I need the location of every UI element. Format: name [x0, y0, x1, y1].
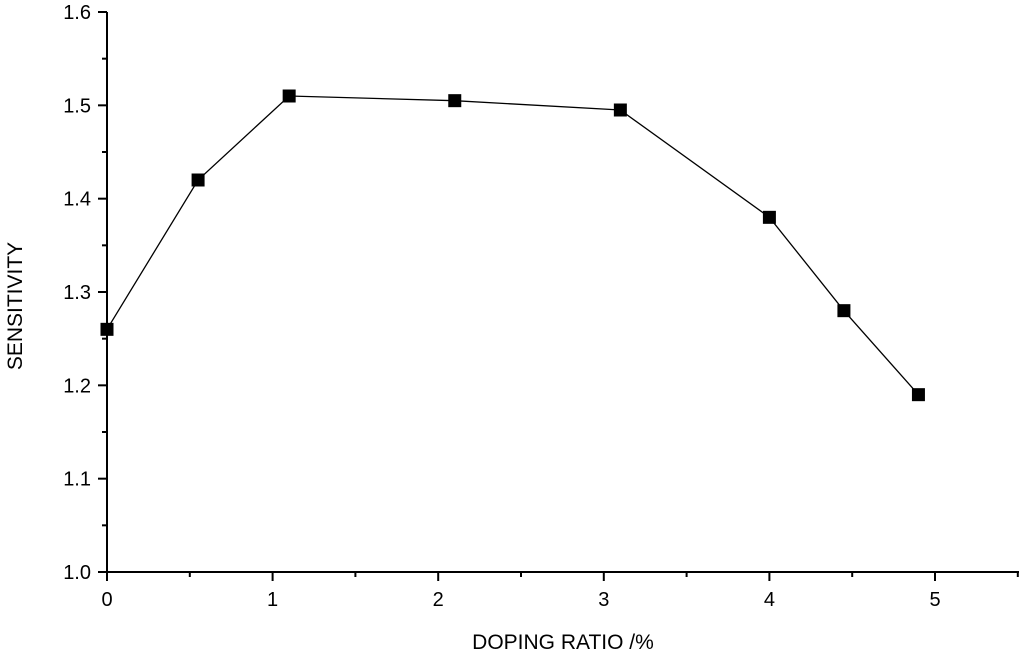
series-line: [106, 95, 919, 396]
data-point-marker: [282, 89, 296, 103]
x-tick-label: 0: [101, 589, 112, 611]
y-axis-title: SENSITIVITY: [4, 242, 27, 370]
y-tick-label: 1.2: [63, 375, 91, 397]
y-tick-label: 1.0: [63, 562, 91, 584]
x-tick-label: 1: [267, 589, 278, 611]
y-tick-label: 1.5: [63, 95, 91, 117]
data-point-marker: [100, 322, 114, 336]
y-tick-label: 1.4: [63, 189, 91, 211]
y-tick-label: 1.3: [63, 282, 91, 304]
axes: [106, 12, 1019, 573]
x-axis-title: DOPING RATIO /%: [472, 631, 654, 654]
data-point-marker: [191, 173, 205, 187]
x-tick-label: 2: [433, 589, 444, 611]
ticks: 0 1 2 3 4 5 1.0 1.1 1.2 1.3 1.4 1.5 1.6: [63, 2, 1019, 611]
data-series: [100, 89, 925, 402]
x-tick-label: 4: [764, 589, 775, 611]
data-point-marker: [762, 210, 776, 224]
data-point-marker: [837, 304, 851, 318]
data-point-marker: [911, 388, 925, 402]
x-tick-label: 5: [929, 589, 940, 611]
y-tick-label: 1.6: [63, 2, 91, 24]
data-point-marker: [448, 94, 462, 108]
y-tick-label: 1.1: [63, 469, 91, 491]
data-point-marker: [613, 103, 627, 117]
x-tick-label: 3: [598, 589, 609, 611]
